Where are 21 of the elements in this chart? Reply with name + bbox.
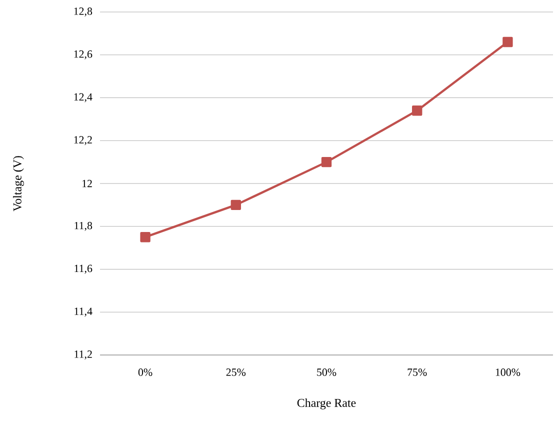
y-tick-label: 11,4 bbox=[74, 308, 92, 317]
y-tick-label: 11,6 bbox=[74, 264, 92, 274]
y-tick-label: 12,4 bbox=[74, 93, 92, 102]
y-tick-label: 12,6 bbox=[74, 50, 92, 60]
point bbox=[230, 200, 241, 210]
x-tick-label: 50% bbox=[317, 368, 336, 376]
y-tick-label: 12,8 bbox=[74, 8, 92, 16]
y-tick-label: 11,8 bbox=[74, 222, 92, 231]
point bbox=[321, 156, 332, 168]
x-tick-label: 0% bbox=[138, 368, 152, 376]
y-tick-label: 12 bbox=[82, 180, 92, 188]
y-tick-label: 11,2 bbox=[74, 350, 92, 360]
y-axis-title: Voltage (V) bbox=[13, 156, 24, 212]
x-axis-title: Charge Rate bbox=[297, 398, 356, 410]
x-tick-label: 100% bbox=[496, 368, 520, 376]
point bbox=[412, 106, 422, 116]
y-tick-label: 12,2 bbox=[74, 136, 92, 146]
x-tick-label: 75% bbox=[408, 368, 427, 376]
x-tick-label: 25% bbox=[226, 368, 246, 376]
point bbox=[140, 232, 150, 242]
point bbox=[502, 36, 513, 48]
